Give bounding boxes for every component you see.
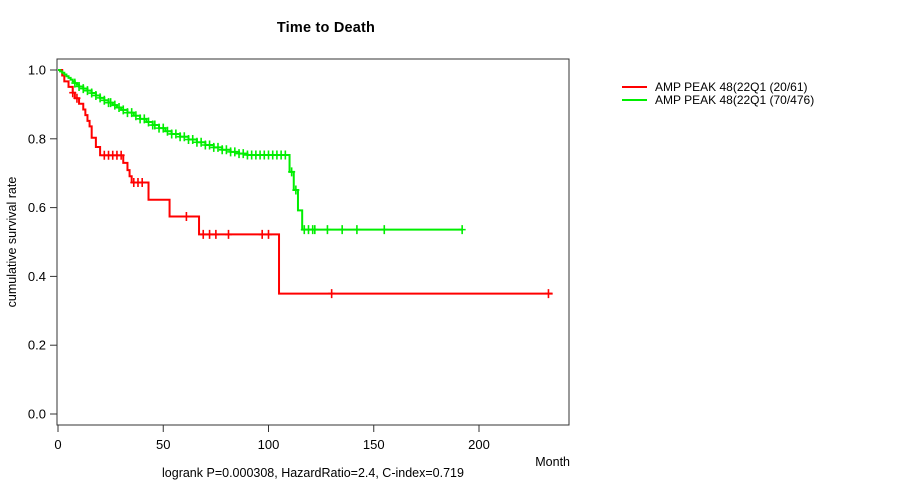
svg-text:200: 200 bbox=[468, 437, 490, 452]
legend-item: AMP PEAK 48(22Q1 (20/61) bbox=[622, 80, 814, 94]
axes bbox=[50, 58, 570, 432]
chart-title: Time to Death bbox=[276, 20, 376, 36]
legend-line-red-icon bbox=[622, 85, 647, 88]
x-axis-label: Month bbox=[535, 455, 570, 469]
censor-marks-1 bbox=[71, 78, 466, 235]
svg-text:0.6: 0.6 bbox=[28, 200, 46, 215]
legend-label: AMP PEAK 48(22Q1 (70/476) bbox=[655, 93, 815, 108]
svg-text:100: 100 bbox=[258, 437, 280, 452]
svg-text:150: 150 bbox=[363, 437, 385, 452]
svg-text:1.0: 1.0 bbox=[28, 63, 46, 78]
series-1 bbox=[58, 69, 466, 235]
svg-text:0.2: 0.2 bbox=[28, 338, 46, 353]
svg-text:0: 0 bbox=[54, 437, 61, 452]
censor-marks-0 bbox=[69, 88, 552, 299]
legend-item: AMP PEAK 48(22Q1 (70/476) bbox=[622, 93, 815, 108]
svg-text:0.0: 0.0 bbox=[28, 407, 46, 422]
stats-footnote: logrank P=0.000308, HazardRatio=2.4, C-i… bbox=[162, 466, 464, 480]
legend-line-green-icon bbox=[622, 99, 647, 102]
svg-text:0.4: 0.4 bbox=[28, 269, 46, 284]
svg-text:50: 50 bbox=[156, 437, 170, 452]
svg-text:0.8: 0.8 bbox=[28, 131, 46, 146]
legend-label: AMP PEAK 48(22Q1 (20/61) bbox=[655, 79, 808, 94]
legend: AMP PEAK 48(22Q1 (20/61) AMP PEAK 48(22Q… bbox=[622, 80, 814, 107]
series-0 bbox=[58, 69, 553, 299]
